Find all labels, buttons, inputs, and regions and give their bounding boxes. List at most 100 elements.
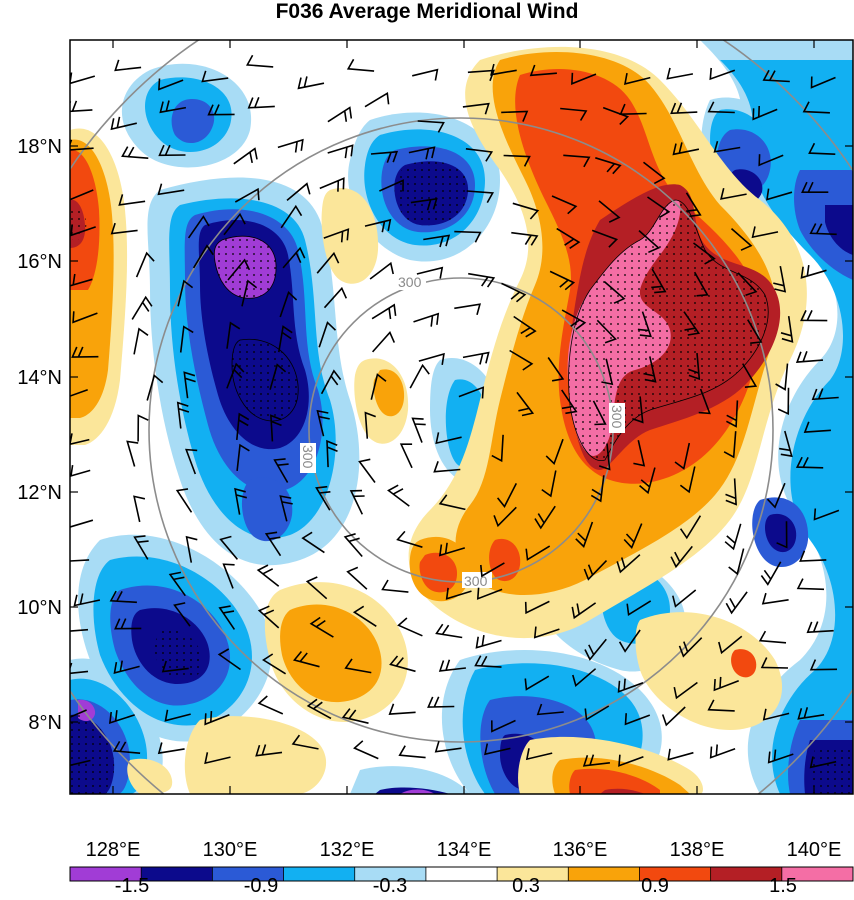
wind-barb (70, 709, 87, 719)
x-axis: 128°E 130°E 132°E 134°E 136°E 138°E 140°… (86, 40, 841, 861)
wind-barb (624, 713, 651, 726)
colorbar-swatch (212, 867, 285, 881)
wind-barb (458, 386, 485, 399)
wind-barb (418, 352, 445, 366)
wind-barb (219, 535, 239, 560)
wind-barb (370, 373, 387, 400)
wind-barb (638, 230, 660, 254)
wind-barb (541, 470, 557, 498)
wind-barb (465, 148, 494, 162)
wind-barb (282, 246, 306, 269)
wind-barb (525, 545, 551, 561)
wind-barb (412, 68, 439, 81)
wind-barb (602, 106, 630, 125)
wind-barb (516, 391, 535, 417)
x-tick-label: 138°E (670, 839, 725, 861)
wind-barb (490, 63, 517, 76)
wind-barb (370, 150, 399, 163)
wind-barb (725, 478, 737, 506)
colorbar-label: -0.3 (373, 875, 407, 897)
wind-barb (777, 387, 790, 416)
wind-barb (157, 183, 185, 196)
wind-barb (707, 101, 735, 114)
wind-barb (207, 104, 235, 116)
wind-barb (454, 230, 482, 243)
wind-barb (371, 303, 397, 320)
wind-barb (725, 591, 748, 615)
wind-barb (496, 483, 518, 508)
wind-barb (109, 590, 137, 604)
wind-barb (305, 576, 328, 600)
wind-barb (135, 251, 155, 278)
map-frame (69, 39, 854, 795)
wind-barb (236, 443, 250, 471)
wind-barb (201, 70, 229, 83)
wind-barb (369, 261, 394, 280)
wind-barb (718, 635, 743, 655)
wind-barb (617, 678, 644, 693)
wind-barb (396, 530, 423, 548)
wind-barb (435, 623, 463, 639)
wind-barb (713, 676, 739, 692)
y-tick-label: 8°N (28, 712, 62, 734)
wind-barb (408, 146, 436, 160)
wind-barb (264, 531, 282, 557)
wind-barb (187, 215, 210, 239)
wind-barb (387, 484, 410, 507)
wind-barb (352, 605, 377, 627)
wind-barb (799, 550, 827, 562)
wind-barb (561, 389, 578, 415)
wind-barb (525, 748, 553, 761)
wind-barb (591, 229, 619, 248)
wind-barb (121, 146, 149, 159)
wind-barb (462, 351, 490, 365)
wind-barb (724, 523, 742, 551)
wind-barb (618, 629, 641, 653)
wind-barb (399, 443, 413, 469)
wind-barb (639, 467, 656, 495)
wind-barb (474, 655, 502, 668)
wind-barb (533, 626, 560, 639)
wind-barb (571, 602, 597, 620)
wind-barb (158, 78, 184, 91)
wind-barb (809, 756, 837, 769)
wind-barb (433, 461, 461, 473)
wind-barb (547, 357, 565, 382)
significance-stippling (70, 161, 853, 794)
wind-barb (438, 659, 466, 672)
wind-barb (651, 268, 667, 294)
wind-barb (795, 351, 824, 363)
colorbar-swatch (141, 867, 213, 881)
wind-barb (70, 188, 94, 201)
wind-barb (161, 660, 189, 673)
wind-barb (760, 561, 782, 586)
wind-barb (323, 228, 350, 243)
wind-barb (173, 602, 191, 627)
wind-barb (179, 325, 194, 353)
wind-barb (707, 699, 735, 712)
wind-barb (217, 648, 241, 671)
wind-barb (118, 194, 146, 206)
wind-barb (679, 466, 696, 494)
wind-barb (761, 592, 789, 605)
wind-barb (633, 440, 646, 467)
wind-barb (277, 138, 304, 153)
wind-barb (416, 266, 444, 279)
wind-barb (643, 356, 657, 383)
wind-barb (688, 353, 701, 381)
wind-barb (513, 315, 537, 338)
contour-outlines (213, 199, 769, 461)
wind-barb (204, 711, 230, 726)
wind-barb (236, 412, 250, 440)
wind-barb (466, 190, 495, 203)
wind-barb (146, 374, 164, 401)
colorbar-label: 1.5 (769, 875, 797, 897)
x-tick-label: 136°E (553, 839, 608, 861)
wind-barb (410, 197, 438, 211)
wind-barb (534, 505, 556, 530)
wind-barb (326, 439, 338, 468)
wind-barb (70, 516, 94, 528)
wind-barb (255, 744, 283, 757)
wind-barb (309, 616, 334, 638)
wind-barb (803, 421, 831, 433)
